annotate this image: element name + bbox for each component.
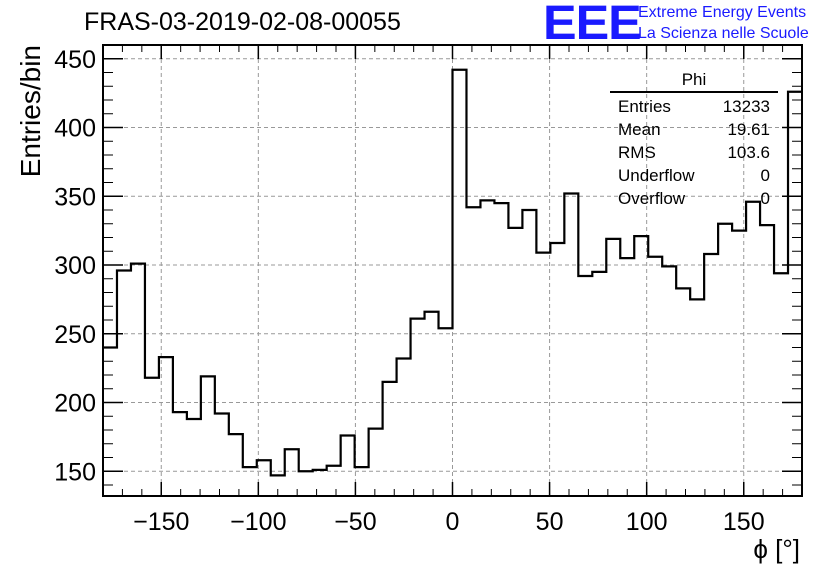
stats-row-entries: Entries 13233 <box>610 95 778 118</box>
x-tick-label: 150 <box>723 508 765 536</box>
y-tick-label: 300 <box>54 252 96 280</box>
chart-title: FRAS-03-2019-02-08-00055 <box>84 8 401 36</box>
axis-ticks <box>102 44 803 496</box>
stats-label: Mean <box>618 120 661 139</box>
logo-line-1: Extreme Energy Events <box>638 4 807 21</box>
y-tick-label: 200 <box>54 390 96 418</box>
stats-label: Entries <box>618 97 671 116</box>
stats-value: 0 <box>760 166 770 185</box>
y-tick-label: 250 <box>54 321 96 349</box>
eee-logo: EEE <box>543 0 642 50</box>
stats-title: Phi <box>681 70 707 89</box>
stats-row-overflow: Overflow 0 <box>610 187 778 210</box>
y-tick-label: 450 <box>54 46 96 74</box>
stats-value: 0 <box>760 189 770 208</box>
x-axis-label: ϕ [°] <box>753 534 800 564</box>
y-tick-label: 150 <box>54 458 96 486</box>
stats-value: 103.6 <box>727 143 770 162</box>
x-tick-label: 50 <box>536 508 564 536</box>
x-tick-label: −100 <box>230 508 286 536</box>
stats-row-rms: RMS 103.6 <box>610 141 778 164</box>
axis-tick-labels: −150 −100 −50 0 50 100 150 150 200 250 300 350 400 45… <box>54 46 764 536</box>
x-tick-label: −150 <box>133 508 189 536</box>
stats-box: Phi Entries 13233 Mean 19.61 RMS 103.6 U… <box>610 70 778 210</box>
stats-label: RMS <box>618 143 656 162</box>
x-tick-label: 0 <box>446 508 460 536</box>
logo-line-2: La Scienza nelle Scuole <box>638 25 809 42</box>
stats-value: 19.61 <box>727 120 770 139</box>
stats-divider <box>610 91 778 93</box>
stats-row-mean: Mean 19.61 <box>610 118 778 141</box>
y-tick-label: 350 <box>54 183 96 211</box>
stats-label: Underflow <box>618 166 695 185</box>
stats-label: Overflow <box>618 189 686 208</box>
stats-row-underflow: Underflow 0 <box>610 164 778 187</box>
x-tick-label: −50 <box>334 508 376 536</box>
x-tick-label: 100 <box>626 508 668 536</box>
y-tick-label: 400 <box>54 115 96 143</box>
histogram-step-line <box>103 68 802 477</box>
stats-value: 13233 <box>722 97 770 116</box>
y-axis-label: Entries/bin <box>15 45 46 177</box>
